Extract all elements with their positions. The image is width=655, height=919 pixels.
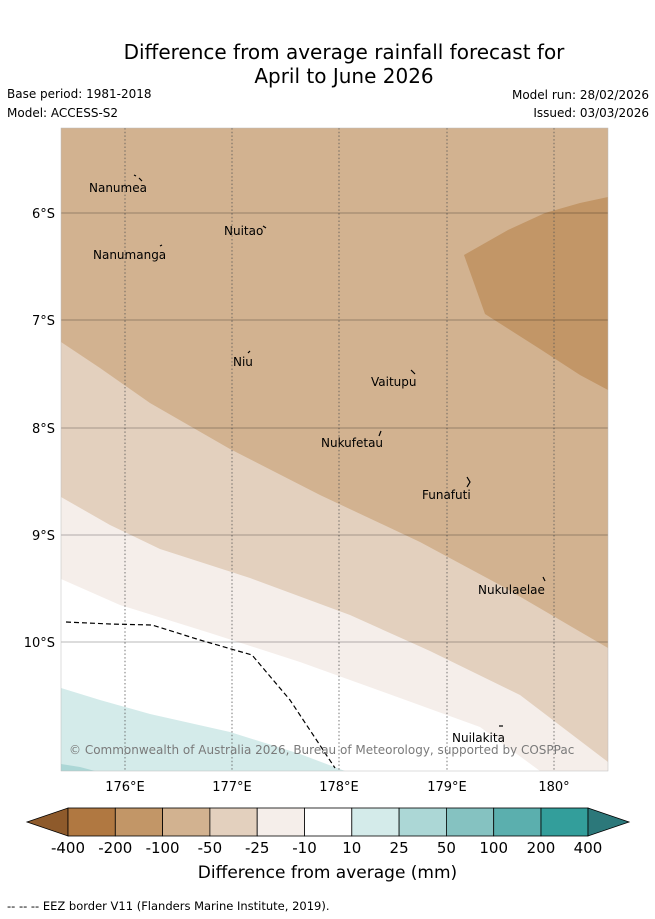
tick-400: 400 [574,839,603,857]
lon-label-179e: 179°E [427,780,467,795]
tick-minus-400: -400 [51,839,85,857]
label-nanumanga: Nanumanga [93,248,166,262]
tick-25: 25 [390,839,409,857]
colorbar-band-minus-200-to-100 [114,807,164,837]
map-title: Difference from average rainfall forecas… [0,40,655,88]
latitude-labels: 6°S 7°S 8°S 9°S 10°S [24,207,55,651]
colorbar-band-100-to-200 [493,807,542,837]
tick-minus-25: -25 [245,839,270,857]
colorbar-band-minus-25-to-10 [256,807,305,837]
colorbar-band-minus-10-to-10 [304,807,353,837]
map-frame [60,127,609,772]
island-niu [247,350,251,354]
tick-minus-50: -50 [198,839,223,857]
lat-label-9s: 9°S [32,529,55,544]
latitude-gridlines [61,212,608,643]
tick-minus-200: -200 [98,839,132,857]
map-title-line-2: April to June 2026 [254,64,434,88]
tick-50: 50 [437,839,456,857]
island-nuitao [262,225,267,229]
longitude-labels: 176°E 177°E 178°E 179°E 180° [105,780,569,795]
label-nukulaelae: Nukulaelae [478,583,545,597]
colorbar-band-minus-400-to-200 [67,807,116,837]
lat-label-8s: 8°S [32,422,55,437]
model-run: Model run: 28/02/2026 [511,88,649,102]
lon-label-180: 180° [538,780,569,795]
colorbar-band-minus-50-to-25 [209,807,258,837]
base-period: Base period: 1981-2018 [7,87,152,101]
label-nanumea: Nanumea [89,181,147,195]
eez-border-note: -- -- -- EEZ border V11 (Flanders Marine… [7,899,330,913]
island-shapes [133,174,546,727]
colorbar-band-10-to-25 [351,807,400,837]
colorbar-band-50-to-100 [445,807,495,837]
label-vaitupu: Vaitupu [371,375,417,389]
colorbar-band-minus-100-to-50 [162,807,211,837]
colorbar-band-25-to-50 [398,807,447,837]
label-funafuti: Funafuti [422,488,471,502]
island-nukufetau [378,430,382,437]
issued-date: Issued: 03/03/2026 [533,106,649,120]
island-nanumea [133,174,143,182]
tick-100: 100 [479,839,508,857]
lon-label-178e: 178°E [319,780,359,795]
island-funafuti [466,476,471,488]
copyright-text: © Commonwealth of Australia 2026, Bureau… [69,743,574,757]
model-name: Model: ACCESS-S2 [7,106,119,120]
colorbar [25,807,631,837]
label-niu: Niu [233,355,253,369]
map-plot-area: Nanumea Nuitao Nanumanga Niu Vaitupu Nuk… [61,128,608,771]
lon-label-176e: 176°E [105,780,145,795]
eez-border-line [65,621,336,769]
lat-label-7s: 7°S [32,314,55,329]
tick-minus-10: -10 [292,839,317,857]
tick-10: 10 [342,839,361,857]
zone-10-to-25 [61,688,345,771]
lon-label-177e: 177°E [212,780,252,795]
place-labels: Nanumea Nuitao Nanumanga Niu Vaitupu Nuk… [89,181,545,745]
colorbar-band-200-to-400 [540,807,589,837]
zone-minus-100-to-200 [464,197,608,390]
colorbar-tick-labels: -400 -200 -100 -50 -25 -10 10 25 50 100 … [51,839,602,857]
island-vaitupu [410,369,416,375]
label-nuilakita: Nuilakita [452,731,505,745]
island-nukulaelae [542,576,546,582]
zone-25-to-50 [61,764,95,771]
colorbar-extend-high [587,807,631,837]
label-nuitao: Nuitao [224,224,263,238]
legend-title: Difference from average (mm) [197,863,458,883]
island-nanumanga [159,244,163,247]
map-title-line-1: Difference from average rainfall forecas… [123,40,565,64]
label-nukufetau: Nukufetau [321,436,383,450]
lat-label-6s: 6°S [32,207,55,222]
lat-label-10s: 10°S [24,636,55,651]
tick-minus-100: -100 [146,839,180,857]
tick-200: 200 [527,839,556,857]
colorbar-extend-low [25,807,69,837]
